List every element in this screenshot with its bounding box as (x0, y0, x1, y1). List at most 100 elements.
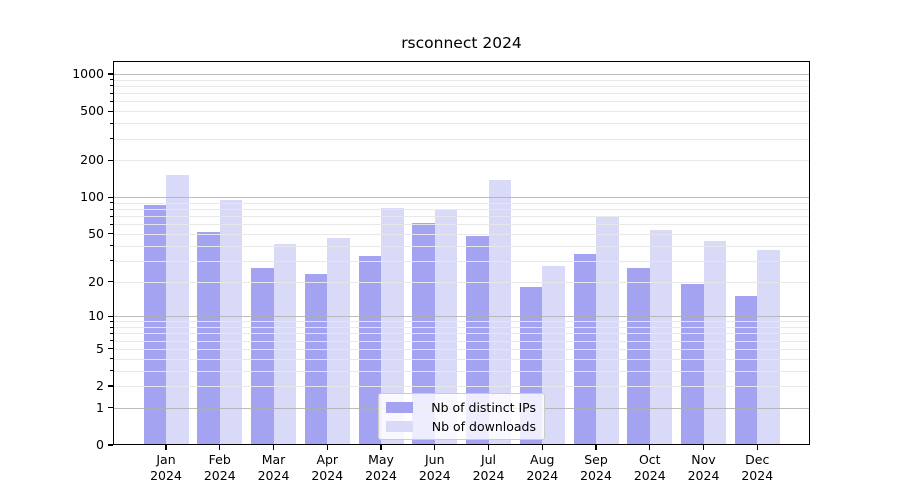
x-tick-month: Jan (156, 452, 176, 467)
x-tick-year: 2024 (526, 467, 559, 483)
x-tick-month: Aug (530, 452, 555, 467)
plot-border (113, 61, 810, 445)
y-tick-mark (108, 385, 113, 387)
bar-distinct-ips-may (358, 255, 381, 445)
y-tick-label: 1 (96, 399, 104, 415)
y-minor-tick-mark (110, 202, 113, 204)
y-minor-tick-mark (110, 260, 113, 262)
x-tick-month: Jul (480, 452, 497, 467)
x-tick-year: 2024 (418, 467, 451, 483)
y-tick-mark (108, 196, 113, 198)
x-tick-label: Mar 2024 (244, 452, 304, 483)
bar-distinct-ips-jul (466, 236, 489, 445)
y-tick-mark (108, 444, 113, 446)
legend-swatch-downloads (386, 420, 413, 432)
x-tick-year: 2024 (687, 467, 720, 483)
y-tick-label: 20 (88, 273, 104, 289)
y-minor-tick-mark (110, 326, 113, 328)
y-minor-tick-mark (110, 215, 113, 217)
x-tick-month: May (368, 452, 394, 467)
bar-downloads-jan (166, 174, 189, 445)
bar-downloads-apr (327, 238, 350, 445)
y-tick-mark (108, 407, 113, 409)
x-tick-mark (541, 445, 543, 450)
bar-distinct-ips-mar (251, 268, 274, 445)
y-tick-label: 1000 (72, 66, 104, 81)
y-minor-tick-mark (110, 122, 113, 124)
bar-distinct-ips-nov (681, 284, 704, 445)
x-tick-mark (756, 445, 758, 450)
bar-downloads-sep (596, 216, 619, 445)
x-tick-year: 2024 (311, 467, 344, 483)
y-tick-label: 0 (96, 437, 104, 452)
x-tick-label: Feb 2024 (190, 452, 250, 483)
y-tick-mark (108, 110, 113, 112)
legend-item-distinct-ips: Nb of distinct IPs (386, 399, 536, 415)
x-tick-year: 2024 (203, 467, 236, 483)
y-minor-tick-mark (110, 223, 113, 225)
x-tick-mark (702, 445, 705, 450)
x-tick-year: 2024 (150, 467, 182, 483)
x-tick-mark (219, 445, 221, 450)
y-tick-label: 50 (88, 225, 104, 241)
x-tick-mark (380, 445, 382, 450)
x-tick-month: Sep (584, 452, 608, 467)
y-minor-tick-mark (110, 332, 113, 334)
bar-downloads-may (381, 207, 404, 445)
y-minor-tick-mark (110, 320, 113, 322)
y-tick-label: 100 (80, 189, 104, 205)
x-tick-mark (434, 445, 436, 450)
x-tick-month: Nov (691, 452, 716, 467)
x-tick-label: Jan 2024 (136, 452, 196, 483)
x-tick-month: Mar (261, 452, 286, 467)
x-tick-label: Oct 2024 (620, 452, 680, 483)
x-tick-year: 2024 (580, 467, 612, 483)
x-tick-mark (649, 445, 651, 450)
x-tick-label: Sep 2024 (566, 452, 626, 483)
x-tick-mark (326, 445, 328, 450)
y-tick-label: 2 (96, 378, 104, 393)
x-tick-year: 2024 (633, 467, 666, 483)
legend: Nb of distinct IPs Nb of downloads (378, 393, 545, 440)
legend-swatch-distinct-ips (386, 401, 413, 413)
legend-label-downloads: Nb of downloads (431, 418, 536, 434)
y-minor-tick-mark (110, 340, 113, 341)
y-tick-mark (108, 159, 113, 161)
x-tick-year: 2024 (365, 467, 397, 483)
x-tick-mark (487, 445, 490, 450)
legend-item-downloads: Nb of downloads (386, 418, 536, 434)
x-tick-label: May 2024 (351, 452, 411, 483)
x-tick-label: Jun 2024 (405, 452, 465, 483)
y-minor-tick-mark (110, 138, 113, 140)
x-tick-month: Feb (208, 452, 231, 467)
y-minor-tick-mark (110, 100, 113, 102)
y-minor-tick-mark (110, 245, 113, 247)
bar-distinct-ips-oct (627, 268, 650, 445)
y-minor-tick-mark (110, 85, 113, 87)
x-tick-year: 2024 (472, 467, 505, 483)
y-tick-mark (108, 315, 113, 317)
x-tick-label: Apr 2024 (297, 452, 357, 483)
bar-distinct-ips-feb (197, 231, 220, 445)
x-tick-mark (165, 445, 167, 450)
x-tick-month: Dec (745, 452, 770, 467)
bar-downloads-dec (757, 249, 780, 445)
x-tick-year: 2024 (257, 467, 290, 483)
bar-downloads-oct (649, 229, 673, 445)
y-tick-mark (108, 73, 113, 75)
y-minor-tick-mark (110, 79, 113, 81)
bar-distinct-ips-jan (143, 205, 166, 445)
y-minor-tick-mark (110, 208, 113, 210)
x-tick-year: 2024 (741, 467, 774, 483)
bar-downloads-nov (703, 240, 726, 445)
x-tick-label: Jul 2024 (459, 452, 519, 483)
y-minor-tick-mark (110, 358, 113, 360)
x-tick-mark (272, 445, 275, 450)
x-tick-month: Oct (638, 452, 661, 467)
x-tick-month: Apr (316, 452, 339, 467)
x-tick-label: Aug 2024 (512, 452, 572, 483)
y-minor-tick-mark (110, 370, 113, 372)
y-tick-mark (108, 280, 113, 283)
y-minor-tick-mark (110, 92, 113, 94)
